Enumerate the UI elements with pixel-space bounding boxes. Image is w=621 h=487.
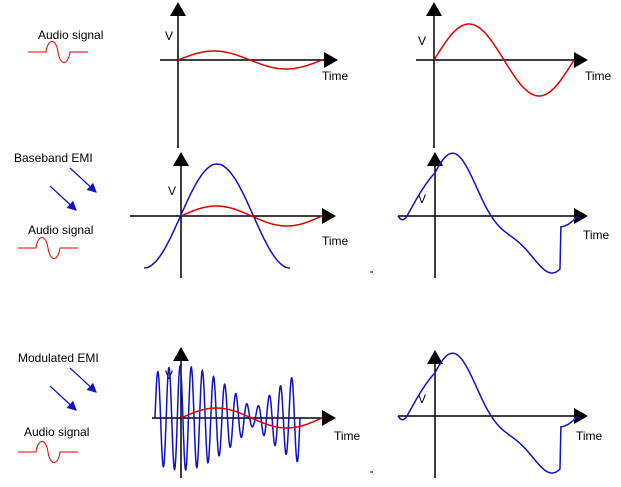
- row2-right-plot: V Time: [397, 152, 610, 278]
- row1-right-ylabel: V: [418, 34, 426, 48]
- row3-emi-arrow-2: [49, 385, 77, 411]
- row2-right-xlabel: Time: [583, 228, 610, 242]
- row2-right-y-arrow: [427, 152, 443, 166]
- row3-left-ylabel: V: [165, 368, 173, 382]
- row2-baseband-emi-label: Baseband EMI: [14, 151, 93, 165]
- row1-left-ylabel: V: [165, 29, 173, 43]
- row3-left-plot: V Time: [152, 347, 361, 478]
- row2-left-audio-wave: [180, 205, 323, 227]
- row1-right-xlabel: Time: [585, 69, 612, 83]
- row2-left-y-arrow: [173, 152, 189, 166]
- row3-audio-glyph: [18, 441, 78, 463]
- row1-right-audio-wave: [433, 23, 575, 97]
- row3-left-y-arrow: [173, 347, 189, 361]
- row2-left-emi-wave: [143, 163, 291, 269]
- row3-modulated-emi-label: Modulated EMI: [18, 351, 99, 365]
- row3-audio-signal-label: Audio signal: [24, 425, 89, 439]
- row1-right-y-arrow: [426, 2, 442, 16]
- row3-emi-arrow-1: [69, 367, 97, 393]
- row1-left-xlabel: Time: [322, 69, 349, 83]
- row1-right-x-arrow: [574, 52, 588, 68]
- row2-left-ylabel: V: [168, 184, 176, 198]
- row1-left-x-arrow: [324, 52, 338, 68]
- row2-audio-glyph: [18, 237, 78, 259]
- row2-emi-arrow-2: [49, 185, 77, 211]
- row1-audio-signal-label: Audio signal: [38, 28, 103, 42]
- row3-right-plot: V Time: [397, 350, 603, 478]
- row1-left-y-arrow: [170, 2, 186, 16]
- row3-right-ylabel: V: [418, 392, 426, 406]
- row2-audio-signal-label: Audio signal: [28, 223, 93, 237]
- row3-left-modulated-emi-wave: [154, 364, 301, 472]
- row2-right-ylabel: V: [418, 192, 426, 206]
- row2-left-x-arrow: [322, 208, 336, 224]
- row3-right-x-arrow: [574, 408, 588, 424]
- row2-emi-arrow-1: [69, 167, 97, 193]
- row3-right-sum-wave: [397, 352, 579, 474]
- row2-right-sum-wave: [397, 152, 579, 274]
- row3-right-y-arrow: [427, 350, 443, 364]
- row2-left-xlabel: Time: [322, 234, 349, 248]
- row2-right-x-arrow: [574, 208, 588, 224]
- row1-left-audio-wave: [177, 50, 323, 70]
- row3-left-xlabel: Time: [334, 429, 361, 443]
- row3-right-xlabel: Time: [576, 429, 603, 443]
- row3-left-x-arrow: [322, 410, 336, 426]
- row1-left-plot: V Time: [160, 2, 349, 148]
- row1-right-plot: V Time: [416, 2, 612, 148]
- row3-left-audio-wave: [180, 407, 323, 429]
- row2-left-plot: V Time: [130, 152, 349, 278]
- row1-audio-glyph: [28, 41, 88, 63]
